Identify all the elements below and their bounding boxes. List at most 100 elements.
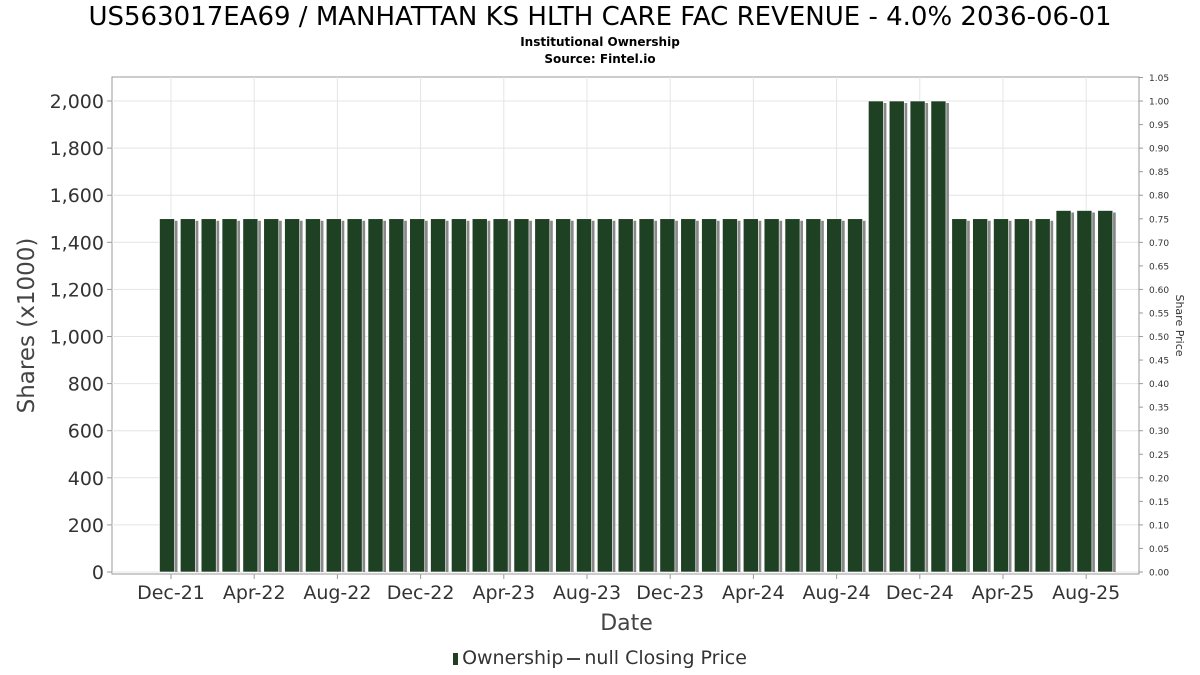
ownership-bar: [1055, 210, 1072, 573]
chart-title: US563017EA69 / MANHATTAN KS HLTH CARE FA…: [88, 2, 1112, 32]
y-axis-title: Shares (x1000): [14, 238, 40, 414]
ownership-bar: [1097, 210, 1114, 573]
ownership-bar: [722, 218, 738, 573]
y2-tick-label: 0.50: [1149, 333, 1169, 343]
ownership-bar: [847, 218, 863, 573]
ownership-bar: [868, 100, 884, 573]
ownership-bar: [597, 218, 613, 573]
y2-tick-label: 0.65: [1149, 262, 1169, 272]
y2-tick-label: 0.30: [1149, 427, 1169, 437]
ownership-bar: [972, 218, 988, 573]
ownership-bar: [513, 218, 530, 573]
y-tick-label: 800: [68, 374, 104, 396]
y2-tick-label: 0.20: [1149, 474, 1169, 484]
ownership-bar: [325, 218, 342, 573]
legend-ownership-label: Ownership: [462, 647, 564, 669]
y-tick-label: 1,800: [50, 138, 104, 160]
x-axis-title: Date: [600, 611, 653, 636]
y-tick-label: 200: [68, 515, 104, 537]
ownership-bar: [951, 218, 968, 573]
y2-tick-label: 1.05: [1149, 74, 1169, 84]
y-tick-label: 1,200: [50, 279, 104, 301]
ownership-bar: [742, 218, 759, 573]
y2-tick-label: 0.60: [1149, 286, 1169, 296]
x-tick-label: Aug-25: [1052, 582, 1120, 604]
y2-tick-label: 0.45: [1149, 357, 1169, 367]
ownership-bar: [534, 218, 551, 573]
ownership-bar: [701, 218, 717, 573]
ownership-bar: [284, 218, 300, 573]
y-tick-label: 1,600: [50, 185, 104, 207]
y2-tick-label: 0.90: [1149, 145, 1169, 155]
x-tick-label: Aug-22: [303, 582, 371, 604]
ownership-bar: [305, 218, 321, 573]
legend-closing-price-line: [567, 657, 581, 660]
ownership-bar: [576, 218, 592, 573]
ownership-bar: [555, 218, 571, 573]
ownership-bar: [1076, 210, 1093, 573]
y2-tick-label: 0.00: [1149, 569, 1169, 579]
ownership-bar: [242, 218, 259, 573]
x-tick-label: Apr-24: [722, 582, 785, 604]
ownership-bar: [221, 218, 238, 573]
y-tick-label: 1,400: [50, 232, 104, 254]
y-tick-label: 1,000: [50, 327, 104, 349]
ownership-bar: [492, 218, 509, 573]
legend: Ownership null Closing Price: [0, 647, 1200, 669]
y2-tick-label: 0.40: [1149, 380, 1169, 390]
ownership-bar: [346, 218, 363, 573]
ownership-bar: [638, 218, 655, 573]
chart-subtitle: Institutional Ownership: [520, 35, 680, 49]
y2-tick-label: 0.05: [1149, 545, 1169, 555]
y2-tick-label: 0.95: [1149, 121, 1169, 131]
y-tick-label: 600: [68, 421, 104, 443]
ownership-bar: [159, 218, 175, 573]
y2-tick-label: 0.75: [1149, 215, 1169, 225]
x-tick-label: Dec-23: [636, 582, 704, 604]
ownership-bar: [888, 100, 905, 573]
ownership-bar: [263, 218, 280, 573]
ownership-bar: [784, 218, 801, 573]
ownership-bar: [1014, 218, 1030, 573]
ownership-bar: [200, 218, 217, 573]
y2-tick-label: 0.10: [1149, 521, 1169, 531]
x-tick-label: Apr-22: [223, 582, 286, 604]
ownership-bar: [617, 218, 634, 573]
ownership-bar: [388, 218, 405, 573]
x-tick-label: Dec-24: [886, 582, 954, 604]
y2-tick-label: 0.85: [1149, 168, 1169, 178]
ownership-bar: [909, 100, 926, 573]
ownership-chart: 0 200 400 600 800 1,000 1,200 1,400 1,600 1,800 2,…: [14, 74, 1186, 636]
ownership-bar: [993, 218, 1009, 573]
ownership-bar: [763, 218, 780, 573]
x-tick-label: Apr-23: [472, 582, 535, 604]
x-tick-label: Dec-21: [137, 582, 205, 604]
ownership-bar: [659, 218, 676, 573]
y2-tick-label: 0.70: [1149, 239, 1169, 249]
ownership-bar: [680, 218, 697, 573]
x-tick-label: Apr-25: [972, 582, 1035, 604]
y2-tick-label: 0.35: [1149, 404, 1169, 414]
x-tick-label: Aug-24: [803, 582, 871, 604]
x-tick-label: Aug-23: [553, 582, 621, 604]
ownership-bar: [430, 218, 446, 573]
y2-axis-title: Share Price: [1173, 294, 1186, 356]
x-tick-label: Dec-22: [387, 582, 455, 604]
ownership-bar: [471, 218, 488, 573]
y-tick-label: 400: [68, 468, 104, 490]
legend-closing-price-label: null Closing Price: [584, 647, 747, 669]
ownership-bar: [805, 218, 822, 573]
ownership-bar: [409, 218, 426, 573]
y-tick-label: 0: [92, 562, 104, 584]
ownership-bar: [451, 218, 467, 573]
ownership-bar: [930, 100, 947, 573]
ownership-bar: [180, 218, 196, 573]
y-tick-label: 2,000: [50, 91, 104, 113]
y2-tick-label: 1.00: [1149, 98, 1169, 108]
chart-source: Source: Fintel.io: [544, 52, 656, 66]
ownership-bar: [826, 218, 843, 573]
ownership-bar: [1034, 218, 1051, 573]
y2-tick-label: 0.55: [1149, 309, 1169, 319]
y2-tick-label: 0.80: [1149, 192, 1169, 202]
y2-tick-label: 0.25: [1149, 451, 1169, 461]
